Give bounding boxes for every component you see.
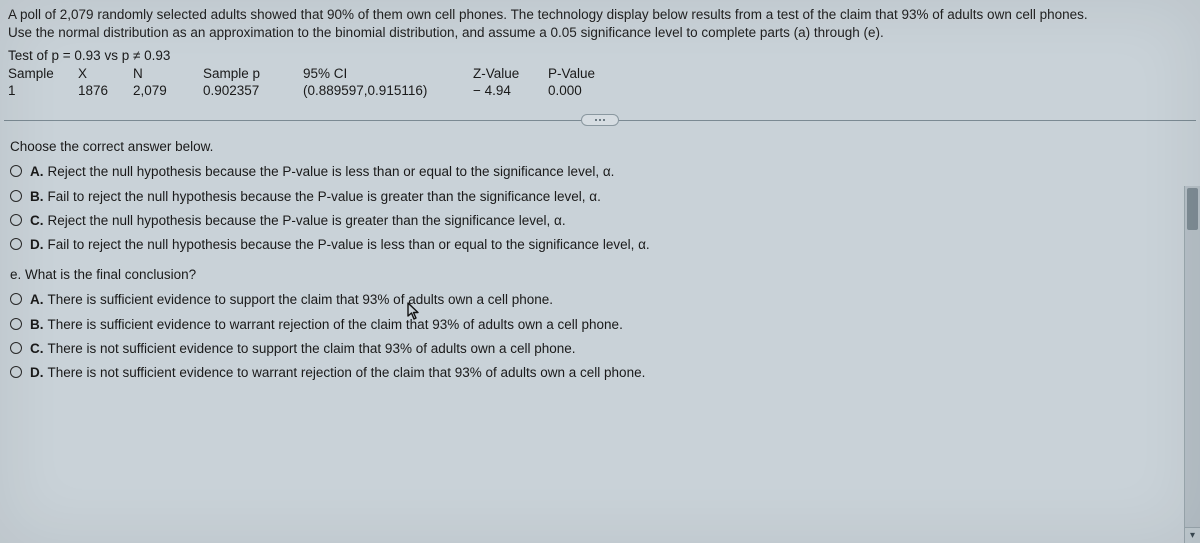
q2-option-a[interactable]: A.There is sufficient evidence to suppor… [10, 288, 1190, 312]
q1-option-a[interactable]: A.Reject the null hypothesis because the… [10, 160, 1190, 184]
q1-option-d[interactable]: D.Fail to reject the null hypothesis bec… [10, 233, 1190, 257]
th-z: Z-Value [473, 65, 548, 82]
q2-prompt: e. What is the final conclusion? [10, 257, 1190, 288]
intro-line-2: Use the normal distribution as an approx… [8, 24, 1192, 42]
th-pv: P-Value [548, 65, 628, 82]
q1-prompt: Choose the correct answer below. [10, 139, 1190, 154]
td-z: − 4.94 [473, 82, 548, 99]
radio-icon[interactable] [10, 214, 22, 226]
test-data-row: 1 1876 2,079 0.902357 (0.889597,0.915116… [8, 82, 1192, 99]
intro-line-1: A poll of 2,079 randomly selected adults… [8, 6, 1192, 24]
td-n: 2,079 [133, 82, 203, 99]
td-sample: 1 [8, 82, 78, 99]
option-text: A.Reject the null hypothesis because the… [30, 163, 614, 181]
th-ci: 95% CI [303, 65, 473, 82]
option-text: B.Fail to reject the null hypothesis bec… [30, 188, 601, 206]
option-text: C.There is not sufficient evidence to su… [30, 340, 576, 358]
option-text: B.There is sufficient evidence to warran… [30, 316, 623, 334]
radio-icon[interactable] [10, 190, 22, 202]
test-output: Test of p = 0.93 vs p ≠ 0.93 Sample X N … [0, 46, 1200, 107]
scroll-down-arrow-icon[interactable]: ▾ [1185, 527, 1200, 543]
q1-option-b[interactable]: B.Fail to reject the null hypothesis bec… [10, 185, 1190, 209]
q2-option-c[interactable]: C.There is not sufficient evidence to su… [10, 337, 1190, 361]
hypothesis-line: Test of p = 0.93 vs p ≠ 0.93 [8, 48, 1192, 63]
radio-icon[interactable] [10, 165, 22, 177]
scroll-thumb[interactable] [1187, 188, 1198, 230]
radio-icon[interactable] [10, 293, 22, 305]
th-x: X [78, 65, 133, 82]
th-n: N [133, 65, 203, 82]
expand-pill[interactable] [581, 114, 619, 126]
vertical-scrollbar[interactable]: ▾ [1184, 186, 1200, 543]
option-text: A.There is sufficient evidence to suppor… [30, 291, 553, 309]
option-text: D.There is not sufficient evidence to wa… [30, 364, 645, 382]
radio-icon[interactable] [10, 366, 22, 378]
section-divider [0, 113, 1200, 127]
problem-intro: A poll of 2,079 randomly selected adults… [0, 0, 1200, 46]
q1-option-c[interactable]: C.Reject the null hypothesis because the… [10, 209, 1190, 233]
test-header-row: Sample X N Sample p 95% CI Z-Value P-Val… [8, 65, 1192, 82]
question-1: Choose the correct answer below. A.Rejec… [0, 137, 1200, 391]
td-ci: (0.889597,0.915116) [303, 82, 473, 99]
radio-icon[interactable] [10, 318, 22, 330]
q2-option-b[interactable]: B.There is sufficient evidence to warran… [10, 313, 1190, 337]
option-text: D.Fail to reject the null hypothesis bec… [30, 236, 650, 254]
radio-icon[interactable] [10, 342, 22, 354]
td-p: 0.902357 [203, 82, 303, 99]
answer-area: Choose the correct answer below. A.Rejec… [0, 137, 1200, 391]
td-x: 1876 [78, 82, 133, 99]
td-pv: 0.000 [548, 82, 628, 99]
radio-icon[interactable] [10, 238, 22, 250]
th-p: Sample p [203, 65, 303, 82]
th-sample: Sample [8, 65, 78, 82]
option-text: C.Reject the null hypothesis because the… [30, 212, 566, 230]
q2-option-d[interactable]: D.There is not sufficient evidence to wa… [10, 361, 1190, 385]
